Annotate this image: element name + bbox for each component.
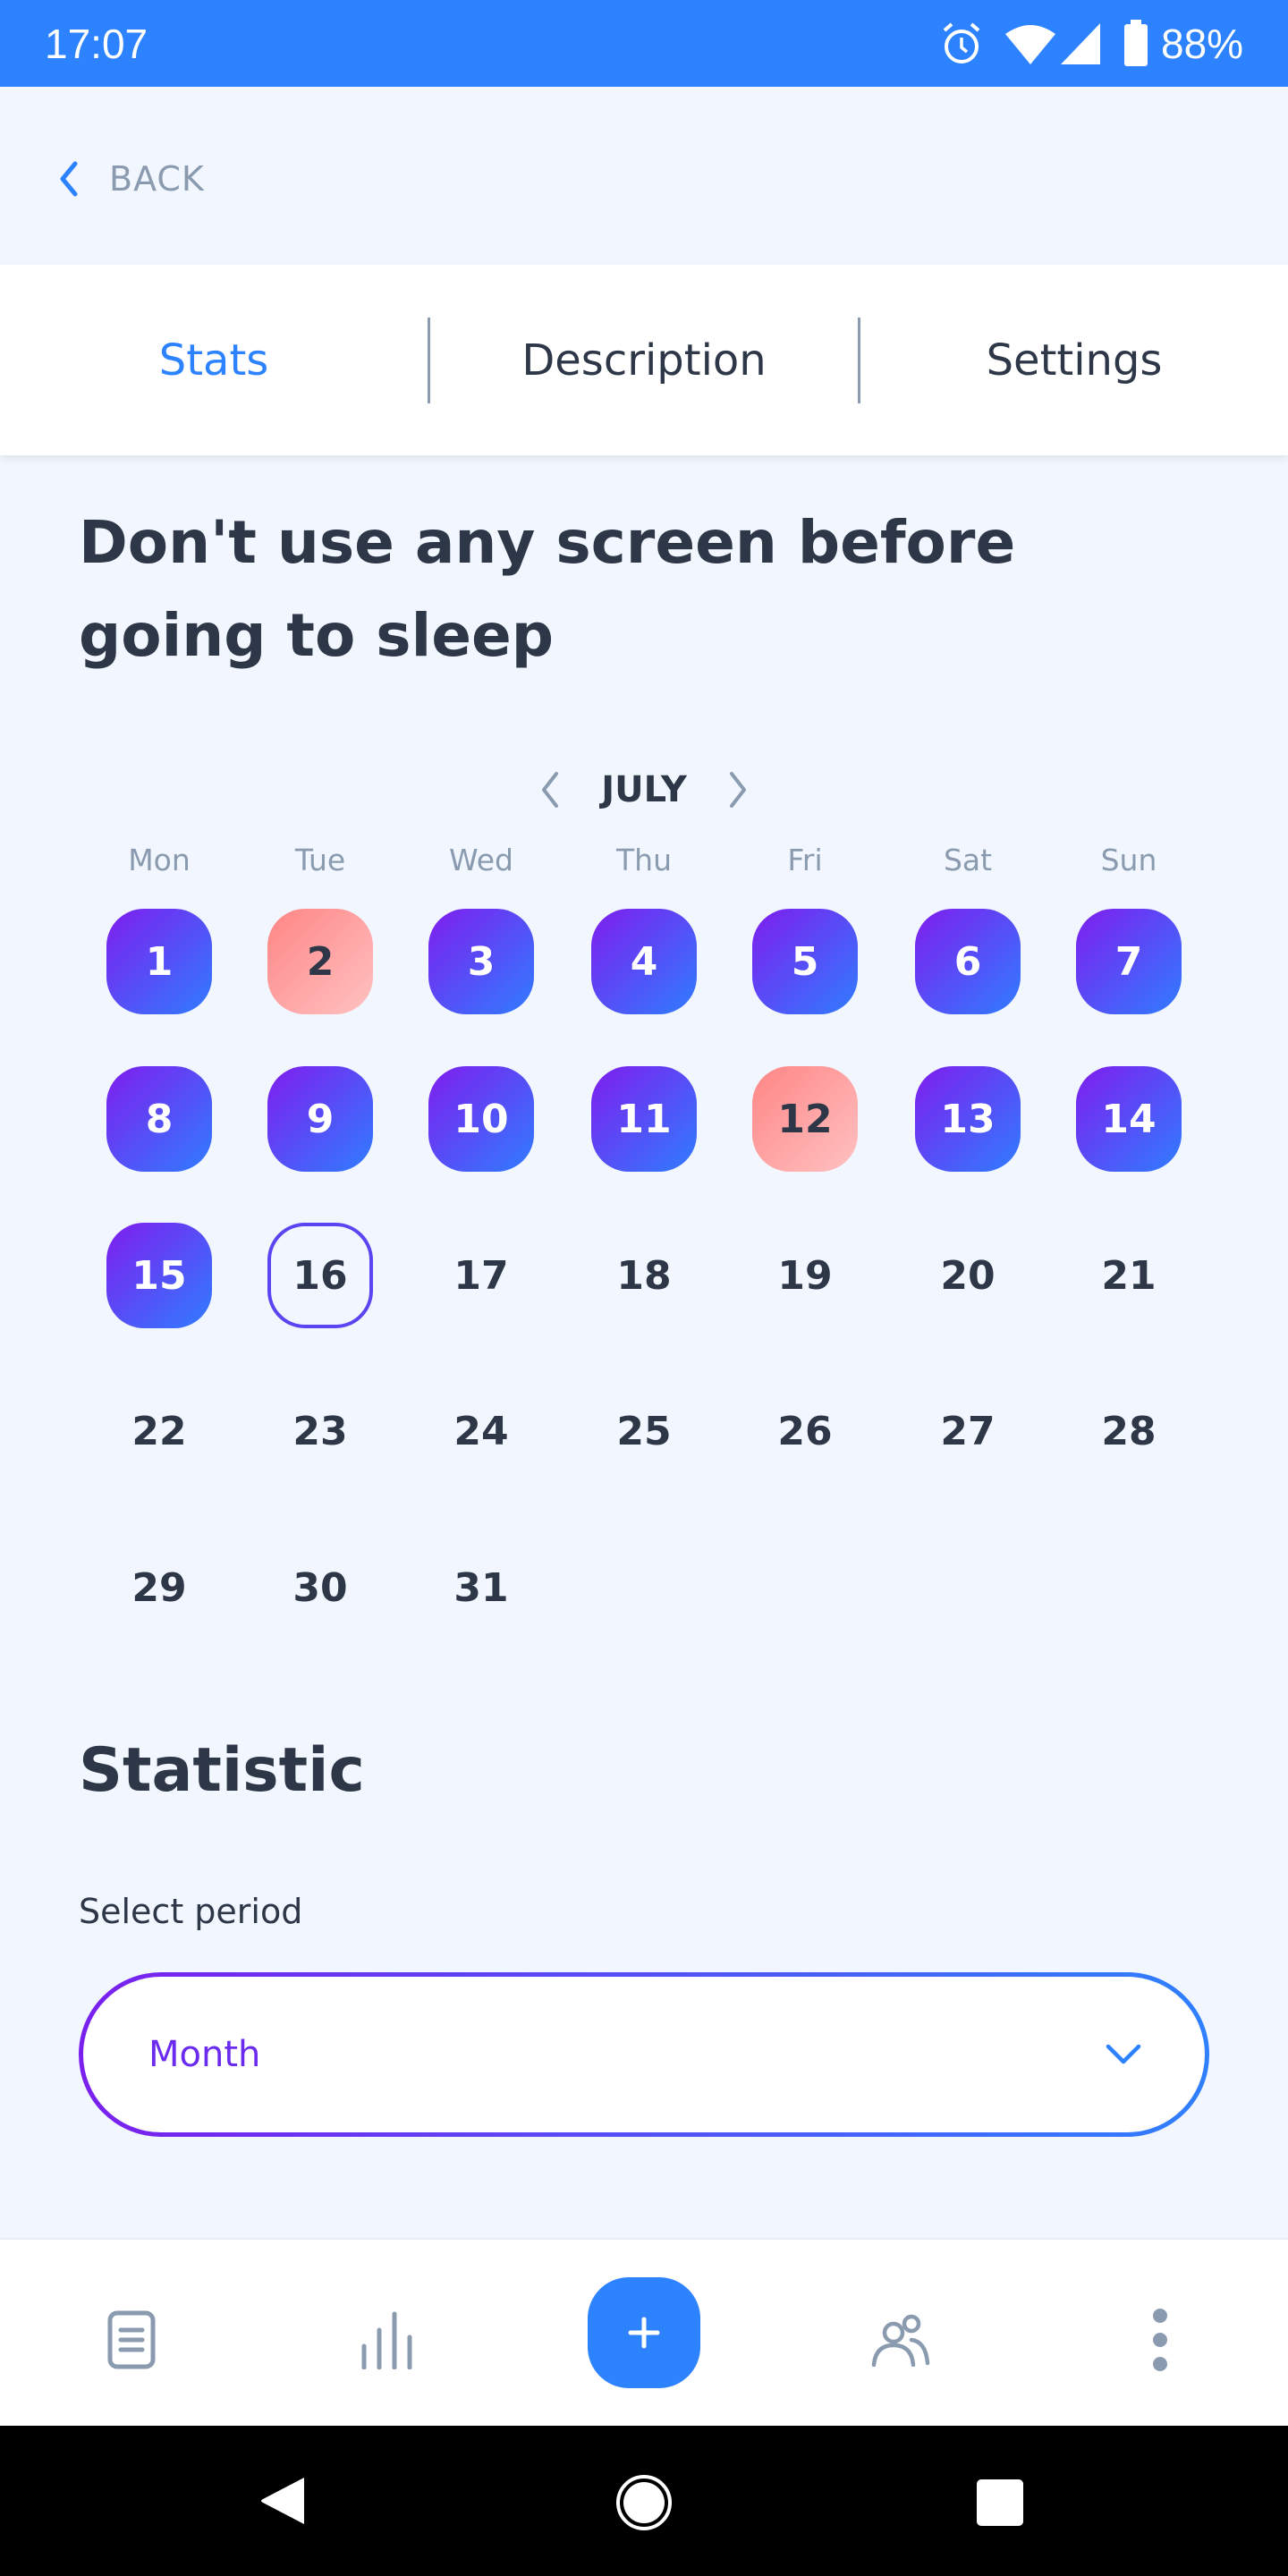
tab-description[interactable]: Description — [521, 335, 767, 386]
tab-settings[interactable]: Settings — [986, 335, 1163, 386]
calendar-day-done[interactable]: 9 — [267, 1066, 373, 1172]
signal-icon — [1061, 23, 1100, 64]
system-nav-bar — [0, 2426, 1288, 2576]
system-back-icon[interactable] — [259, 2476, 309, 2526]
nav-stats-button[interactable] — [330, 2284, 443, 2395]
battery-icon — [1124, 20, 1148, 66]
calendar-day[interactable]: 26 — [777, 1408, 833, 1454]
wifi-icon — [1005, 25, 1055, 64]
calendar-day[interactable]: 30 — [292, 1564, 348, 1611]
calendar-day-done[interactable]: 15 — [106, 1223, 212, 1328]
calendar-day-done[interactable]: 1 — [106, 909, 212, 1014]
calendar-day[interactable]: 19 — [777, 1252, 833, 1299]
calendar-day-today[interactable]: 16 — [267, 1223, 373, 1328]
nav-friends-button[interactable] — [844, 2284, 957, 2395]
calendar-day-miss[interactable]: 12 — [752, 1066, 858, 1172]
weekday-header: Sun — [1100, 843, 1157, 877]
more-icon — [1153, 2309, 1167, 2371]
tab-divider — [428, 317, 430, 403]
chevron-down-icon — [1106, 2044, 1141, 2064]
prev-month-icon[interactable] — [537, 770, 564, 809]
calendar-day-done[interactable]: 7 — [1076, 909, 1182, 1014]
calendar-day[interactable]: 23 — [292, 1408, 348, 1454]
calendar-day-done[interactable]: 11 — [591, 1066, 697, 1172]
tab-divider — [858, 317, 860, 403]
bottom-nav — [0, 2238, 1288, 2426]
weekday-header: Tue — [294, 843, 346, 877]
calendar-day-done[interactable]: 13 — [915, 1066, 1021, 1172]
calendar-day-miss[interactable]: 2 — [267, 909, 373, 1014]
calendar-day-done[interactable]: 3 — [428, 909, 534, 1014]
nav-list-button[interactable] — [75, 2284, 188, 2395]
calendar-day[interactable]: 29 — [131, 1564, 187, 1611]
system-recents-icon[interactable] — [975, 2478, 1025, 2528]
friends-icon — [871, 2314, 930, 2367]
weekday-header: Mon — [128, 843, 191, 877]
tab-stats[interactable]: Stats — [158, 335, 269, 386]
period-select[interactable]: Month — [79, 1972, 1209, 2137]
add-button[interactable] — [588, 2277, 700, 2388]
calendar-day[interactable]: 25 — [616, 1408, 672, 1454]
period-select-value: Month — [148, 2034, 261, 2075]
add-icon — [628, 2317, 660, 2349]
calendar-day[interactable]: 21 — [1101, 1252, 1157, 1299]
calendar-day-done[interactable]: 8 — [106, 1066, 212, 1172]
list-icon — [107, 2310, 156, 2369]
calendar-day-done[interactable]: 4 — [591, 909, 697, 1014]
calendar-day[interactable]: 27 — [940, 1408, 996, 1454]
chevron-left-icon — [60, 161, 78, 197]
weekday-header: Thu — [616, 843, 672, 877]
calendar-day-done[interactable]: 6 — [915, 909, 1021, 1014]
month-navigator: JULY — [537, 760, 751, 819]
weekday-header: Fri — [787, 843, 823, 877]
weekday-header: Sat — [943, 843, 993, 877]
calendar-day[interactable]: 28 — [1101, 1408, 1157, 1454]
calendar-day-done[interactable]: 10 — [428, 1066, 534, 1172]
status-bar: 17:07 88% — [0, 0, 1288, 87]
battery-percent: 88% — [1161, 21, 1244, 67]
calendar-day[interactable]: 22 — [131, 1408, 187, 1454]
calendar-day[interactable]: 24 — [453, 1408, 509, 1454]
statistic-heading: Statistic — [79, 1735, 365, 1806]
stats-icon — [361, 2311, 412, 2369]
select-period-label: Select period — [79, 1892, 303, 1931]
calendar-day[interactable]: 20 — [940, 1252, 996, 1299]
nav-more-button[interactable] — [1104, 2284, 1216, 2395]
alarm-icon — [943, 22, 980, 64]
weekday-header: Wed — [449, 843, 513, 877]
tab-bar: Stats Description Settings — [0, 265, 1288, 455]
system-home-icon[interactable] — [615, 2474, 673, 2531]
calendar-day[interactable]: 31 — [453, 1564, 509, 1611]
back-label: BACK — [109, 159, 205, 199]
calendar-day-done[interactable]: 14 — [1076, 1066, 1182, 1172]
back-button[interactable]: BACK — [55, 152, 205, 206]
calendar-day[interactable]: 18 — [616, 1252, 672, 1299]
habit-title: Don't use any screen before going to sle… — [79, 508, 1016, 670]
calendar-day[interactable]: 17 — [453, 1252, 509, 1299]
next-month-icon[interactable] — [724, 770, 751, 809]
calendar-day-done[interactable]: 5 — [752, 909, 858, 1014]
month-label: JULY — [601, 769, 687, 810]
clock: 17:07 — [45, 21, 148, 67]
